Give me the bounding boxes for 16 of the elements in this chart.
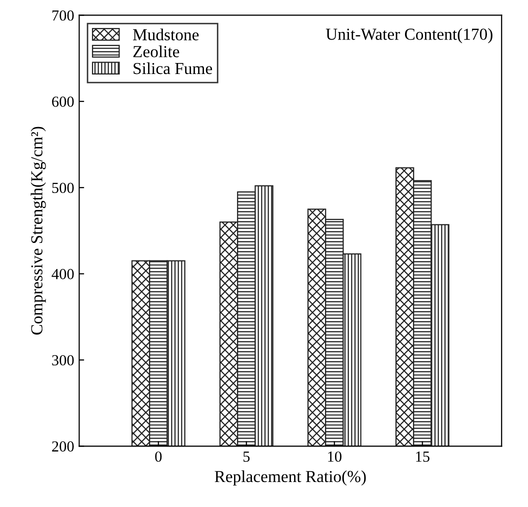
y-tick-label: 400 [52, 268, 74, 280]
x-tick-label: 0 [155, 451, 162, 462]
x-tick-label: 5 [243, 452, 250, 462]
y-tick-label: 600 [52, 96, 74, 107]
x-axis-title: Replacement Ratio(%) [214, 470, 366, 486]
x-tick-label: 10 [328, 451, 342, 462]
y-tick-label: 500 [52, 182, 74, 194]
legend-label: Mudstone [133, 28, 199, 40]
legend-label: Silica Fume [134, 62, 212, 74]
legend-label: Zeolite [133, 46, 180, 58]
y-tick-label: 300 [52, 355, 74, 366]
x-tick-label: 15 [416, 452, 430, 462]
y-tick-label: 700 [52, 10, 74, 21]
annotation: Unit-Water Content(170) [326, 28, 492, 44]
y-tick-label: 200 [52, 441, 74, 452]
y-axis-title: Compressive Strength(Kg/cm²) [30, 126, 46, 335]
